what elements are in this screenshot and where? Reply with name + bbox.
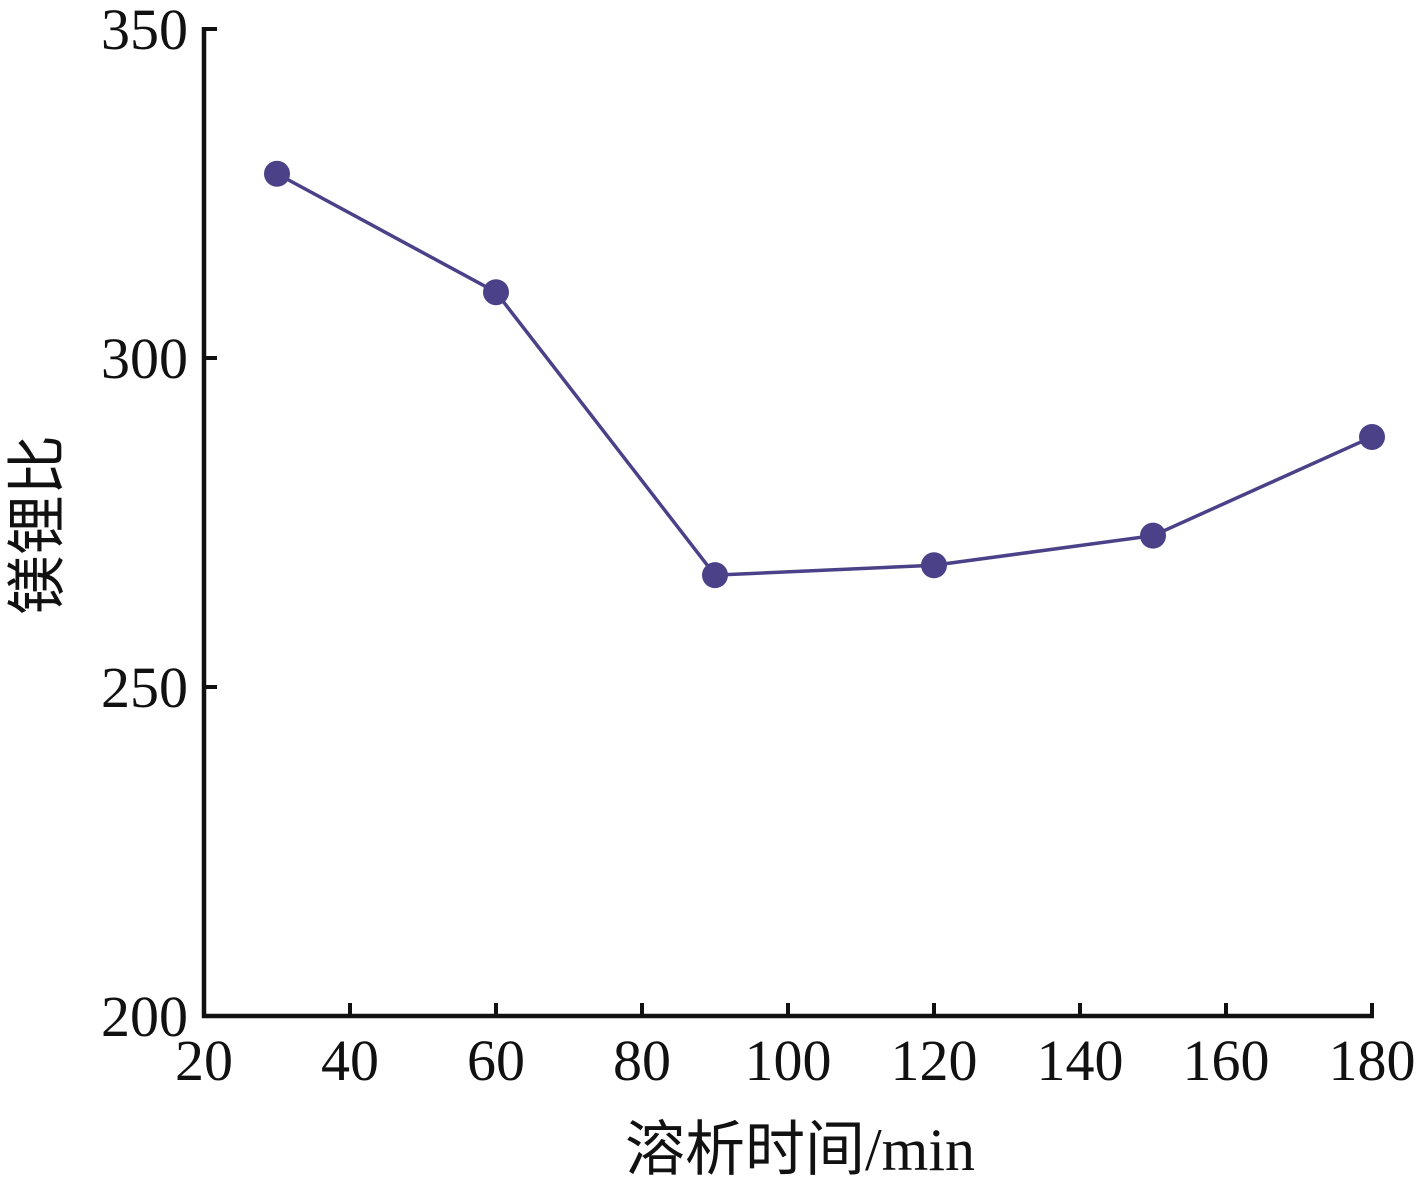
tick-labels: 200 250 300 350 20 40 60 80 100 120 140 160 180 xyxy=(101,0,1416,1093)
x-tick-label: 140 xyxy=(1037,1028,1124,1093)
data-point-marker xyxy=(1140,522,1166,549)
data-point-marker xyxy=(1359,423,1385,450)
y-tick-label: 350 xyxy=(101,0,188,62)
y-tick-label: 250 xyxy=(101,655,188,720)
x-tick-label: 160 xyxy=(1183,1028,1270,1093)
axes xyxy=(201,27,1374,1019)
y-axis-title: 镁锂比 xyxy=(5,435,71,615)
x-tick-label: 180 xyxy=(1329,1028,1416,1093)
y-tick-label: 200 xyxy=(101,984,188,1049)
x-tick-label: 20 xyxy=(175,1028,233,1093)
y-tick-label: 300 xyxy=(101,326,188,391)
x-tick-label: 80 xyxy=(613,1028,671,1093)
x-tick-label: 60 xyxy=(467,1028,525,1093)
data-point-marker xyxy=(264,160,290,187)
x-tick-label: 40 xyxy=(321,1028,379,1093)
x-axis-title: 溶析时间/min xyxy=(625,1117,975,1181)
series-layer xyxy=(264,160,1385,589)
x-tick-label: 100 xyxy=(745,1028,832,1093)
x-tick-label: 120 xyxy=(891,1028,978,1093)
data-point-marker xyxy=(702,562,728,589)
data-point-marker xyxy=(921,552,947,579)
data-point-marker xyxy=(483,279,509,306)
series-line xyxy=(276,172,1373,577)
tick-marks xyxy=(202,27,1374,1018)
